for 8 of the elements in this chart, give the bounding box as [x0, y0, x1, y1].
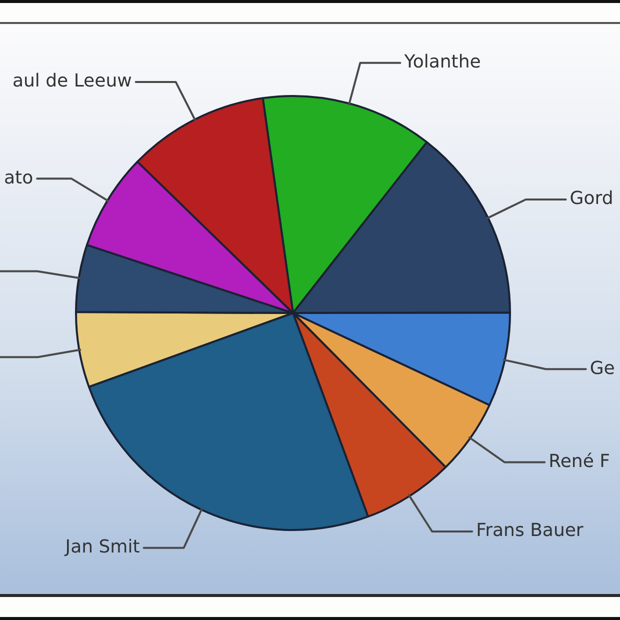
slice-label: Gord	[570, 188, 614, 210]
slice-label: Frans Bauer	[476, 520, 584, 542]
slice-label: René F	[548, 450, 610, 472]
slice-label: Ge	[590, 358, 615, 379]
slice-label: ato	[4, 167, 34, 188]
slice-label: Jan Smit	[64, 536, 140, 558]
slice-label: Yolanthe	[403, 52, 481, 73]
slice-label: aul de Leeuw	[12, 70, 132, 92]
